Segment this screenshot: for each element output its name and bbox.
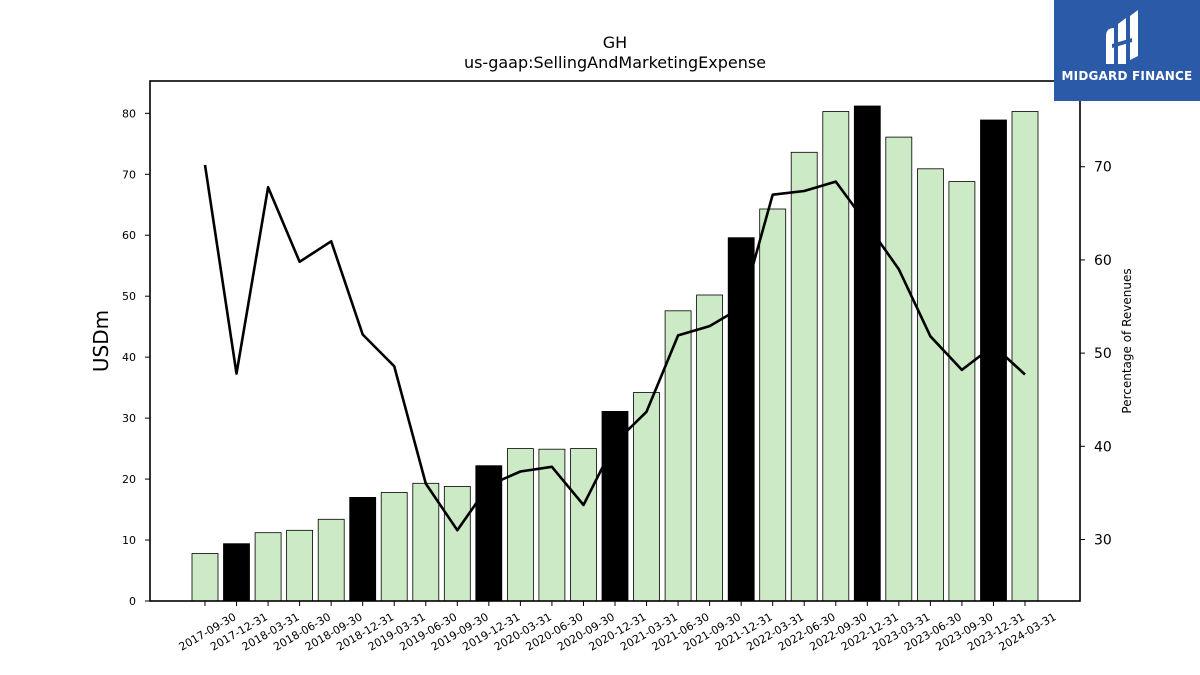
- bar-2020-06-30: [538, 448, 566, 602]
- y2-axis-label: Percentage of Revenues: [1120, 268, 1134, 413]
- chart-title: GH: [603, 33, 627, 52]
- bar-2022-03-31: [759, 208, 787, 602]
- y-tick-label: 0: [129, 595, 136, 608]
- y-tick-label: 60: [122, 229, 136, 242]
- bar-2019-06-30: [412, 482, 440, 602]
- y-tick-label: 50: [122, 290, 136, 303]
- logo-mark-icon: [1106, 10, 1138, 64]
- bar-2020-12-31: [601, 410, 629, 602]
- bar-2022-06-30: [790, 151, 818, 602]
- bar-2023-03-31: [885, 136, 913, 602]
- bar-2021-09-30: [696, 294, 723, 602]
- bar-2023-06-30: [917, 168, 944, 602]
- y2-tick-label: 30: [1094, 532, 1112, 548]
- y-tick-label: 20: [122, 473, 136, 486]
- y2-tick-label: 40: [1094, 439, 1112, 455]
- y-tick-label: 70: [122, 168, 136, 181]
- y2-tick-label: 70: [1094, 160, 1112, 176]
- bar-2019-03-31: [380, 492, 408, 602]
- midgard-finance-logo: MIDGARD FINANCE: [1054, 0, 1200, 101]
- y2-tick-label: 60: [1094, 253, 1112, 269]
- y-axis-label: USDm: [89, 310, 113, 372]
- line-layer: [203, 164, 1026, 532]
- bar-2024-03-31: [1011, 111, 1039, 602]
- bar-2022-12-31: [853, 105, 881, 602]
- bar-2018-09-30: [317, 518, 345, 602]
- bar-2017-09-30: [191, 553, 219, 602]
- bar-2021-03-31: [633, 392, 660, 602]
- bar-2021-12-31: [727, 237, 755, 602]
- bar-2019-12-31: [475, 465, 503, 602]
- percentage-line: [203, 164, 1026, 532]
- y2-tick-label: 50: [1094, 346, 1112, 362]
- bar-2018-03-31: [254, 532, 282, 602]
- y-tick-label: 10: [122, 534, 136, 547]
- y-tick-label: 30: [122, 412, 136, 425]
- y-tick-label: 80: [122, 107, 136, 120]
- bar-2019-09-30: [443, 485, 471, 602]
- bar-2018-06-30: [286, 529, 314, 602]
- bar-2020-09-30: [570, 448, 597, 602]
- y-tick-label: 40: [122, 351, 136, 364]
- bars-layer: [191, 105, 1039, 602]
- logo-text: MIDGARD FINANCE: [1061, 69, 1193, 83]
- bar-2018-12-31: [349, 496, 377, 602]
- bar-2017-12-31: [223, 543, 250, 602]
- bar-2023-09-30: [948, 181, 976, 602]
- chart-subtitle: us-gaap:SellingAndMarketingExpense: [464, 53, 766, 72]
- bar-2023-12-31: [980, 119, 1007, 602]
